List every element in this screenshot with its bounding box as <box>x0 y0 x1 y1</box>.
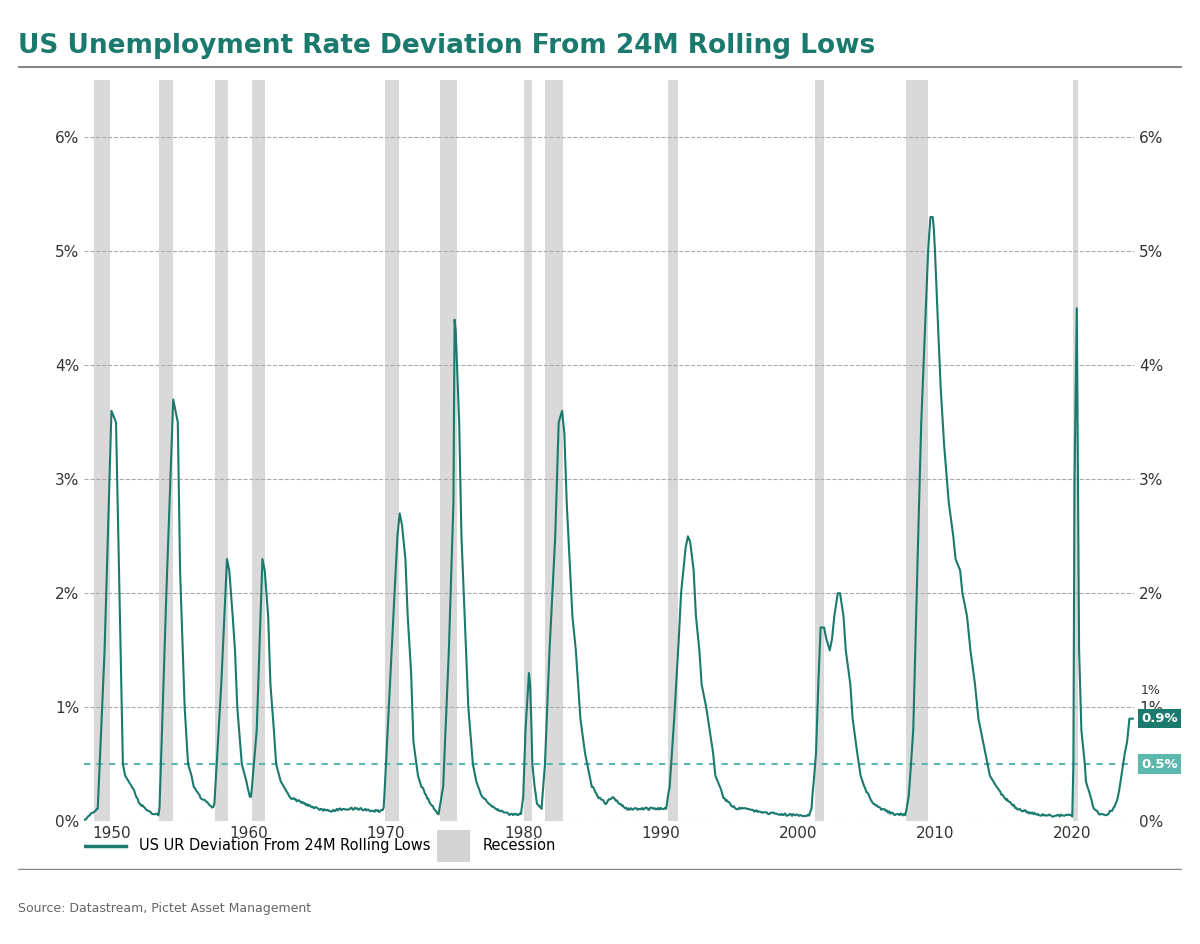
Text: Recession: Recession <box>482 838 557 853</box>
Bar <box>95 80 110 821</box>
Bar <box>437 830 470 862</box>
Bar <box>252 80 265 821</box>
Bar <box>385 80 398 821</box>
Bar <box>216 80 228 821</box>
Bar <box>160 80 173 821</box>
Bar <box>439 80 457 821</box>
Text: 0.5%: 0.5% <box>1141 758 1177 771</box>
Text: 1%: 1% <box>1141 684 1160 697</box>
Bar <box>524 80 533 821</box>
Bar <box>1073 80 1078 821</box>
Text: US Unemployment Rate Deviation From 24M Rolling Lows: US Unemployment Rate Deviation From 24M … <box>18 33 875 59</box>
Bar <box>815 80 824 821</box>
Text: Source: Datastream, Pictet Asset Management: Source: Datastream, Pictet Asset Managem… <box>18 902 311 915</box>
Text: 0.9%: 0.9% <box>1141 712 1177 725</box>
Bar <box>545 80 563 821</box>
Text: US UR Deviation From 24M Rolling Lows: US UR Deviation From 24M Rolling Lows <box>139 838 430 853</box>
Bar <box>668 80 678 821</box>
Bar <box>906 80 928 821</box>
